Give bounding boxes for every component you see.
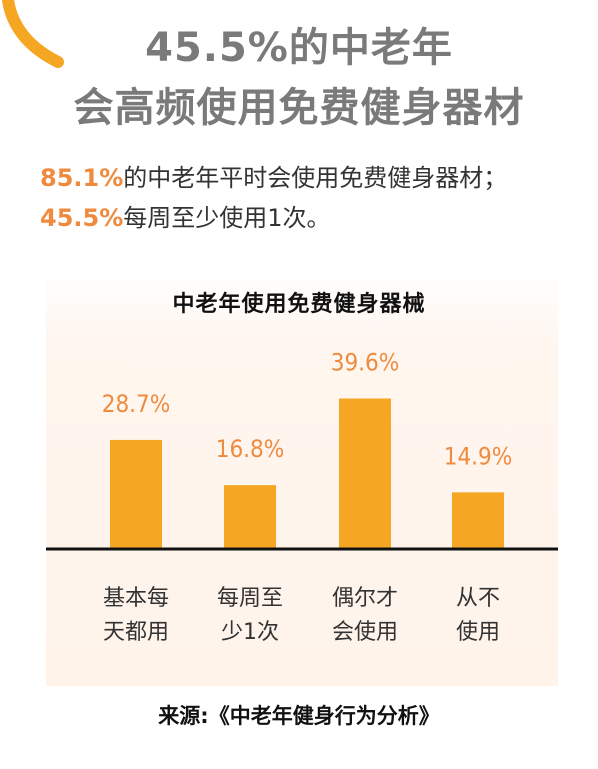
category-label-1-line-2: 天都用: [103, 620, 169, 645]
summary-2-percent: 45.5%: [40, 204, 124, 232]
bar-1: [110, 439, 162, 549]
value-label-4: 14.9%: [444, 442, 513, 470]
bar-3: [339, 398, 391, 549]
bar-2: [224, 485, 276, 549]
headline-line-1: 45.5%的中老年: [145, 25, 453, 71]
chart-title: 中老年使用免费健身器械: [172, 292, 426, 317]
summary-line-1: 85.1%的中老年平时会使用免费健身器材；: [40, 166, 507, 190]
value-label-1: 28.7%: [102, 390, 171, 418]
category-label-2-line-1: 每周至: [217, 586, 283, 611]
value-label-3: 39.6%: [331, 349, 400, 377]
category-label-3-line-1: 偶尔才: [332, 586, 398, 611]
category-label-1-line-1: 基本每: [103, 586, 169, 611]
category-label-3-line-2: 会使用: [332, 620, 398, 645]
summary-line-2: 45.5%每周至少使用1次。: [40, 206, 331, 230]
category-label-4-line-1: 从不: [456, 586, 500, 611]
category-label-4-line-2: 使用: [456, 620, 500, 645]
category-label-2-line-2: 少1次: [221, 620, 279, 645]
summary-1-text: 的中老年平时会使用免费健身器材；: [123, 164, 508, 192]
bar-4: [452, 492, 504, 549]
decorative-corner-arc: [2, 0, 64, 68]
source-note: 来源:《中老年健身行为分析》: [158, 704, 440, 728]
summary-1-percent: 85.1%: [40, 164, 124, 192]
value-label-2: 16.8%: [216, 435, 285, 463]
headline-line-2: 会高频使用免费健身器材: [73, 85, 525, 131]
summary-2-text: 每周至少使用1次。: [123, 204, 331, 232]
